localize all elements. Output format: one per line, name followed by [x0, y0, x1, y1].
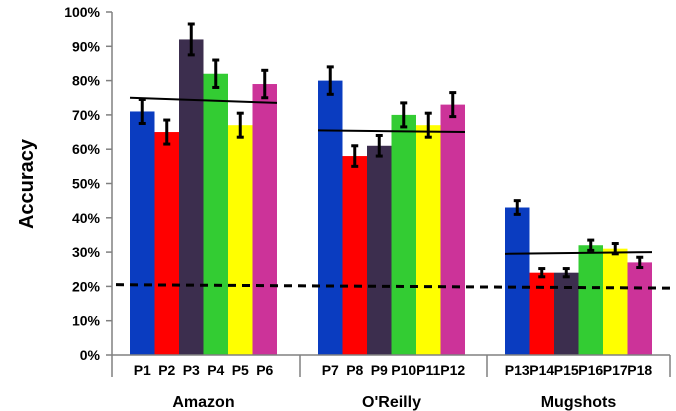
bar-p9 — [367, 145, 392, 355]
bar-p11 — [416, 125, 441, 355]
bar-p1 — [130, 111, 155, 355]
x-tick-label: P17 — [603, 362, 628, 378]
bar-p17 — [603, 248, 628, 355]
group-mean-lines — [129, 96, 653, 255]
bar-p7 — [318, 80, 343, 355]
y-tick-label: 30% — [72, 244, 101, 260]
x-tick-label: P13 — [505, 362, 530, 378]
y-axis-ticks: 0% 10% 20% 30% 40% 50% 60% 70% 80% 90% 100% — [64, 4, 112, 363]
bar-p10 — [391, 114, 416, 356]
bar-p15 — [554, 272, 579, 355]
bar-p2 — [154, 132, 179, 355]
group-label: Amazon — [172, 394, 234, 411]
bar-p6 — [252, 84, 277, 355]
x-tick-label: P6 — [256, 362, 273, 378]
x-tick-label: P7 — [322, 362, 339, 378]
y-tick-label: 20% — [72, 278, 101, 294]
bar-p18 — [627, 262, 652, 355]
y-tick-label: 50% — [72, 176, 101, 192]
x-tick-label: P16 — [578, 362, 603, 378]
y-tick-label: 100% — [64, 4, 100, 20]
bar-p16 — [578, 245, 603, 355]
bars — [130, 39, 652, 356]
x-tick-label: P14 — [529, 362, 554, 378]
x-tick-label: P11 — [416, 362, 440, 378]
y-tick-label: 40% — [72, 210, 101, 226]
y-tick-label: 10% — [72, 313, 101, 329]
y-tick-label: 90% — [72, 38, 101, 54]
group-mean-line — [317, 129, 466, 134]
y-axis-title: Accuracy — [16, 138, 38, 229]
group-label: O'Reilly — [362, 394, 421, 411]
x-tick-label: P5 — [232, 362, 249, 378]
x-tick-label: P4 — [207, 362, 224, 378]
x-tick-label: P12 — [440, 362, 465, 378]
x-tick-label: P10 — [391, 362, 416, 378]
group-label: Mugshots — [541, 394, 617, 411]
bar-p3 — [179, 39, 204, 355]
y-tick-label: 80% — [72, 73, 101, 89]
y-tick-label: 60% — [72, 141, 101, 157]
bar-p12 — [440, 104, 465, 355]
bar-p14 — [529, 272, 554, 355]
group-mean-line — [129, 96, 278, 104]
x-tick-label: P9 — [371, 362, 388, 378]
bar-p5 — [228, 125, 253, 355]
group-mean-line — [504, 251, 653, 255]
x-tick-label: P15 — [554, 362, 579, 378]
x-tick-label: P3 — [183, 362, 200, 378]
y-tick-label: 0% — [80, 347, 101, 363]
x-tick-label: P2 — [158, 362, 175, 378]
group-labels: Amazon O'Reilly Mugshots — [172, 394, 616, 411]
bar-p8 — [342, 156, 367, 355]
x-tick-label: P1 — [134, 362, 151, 378]
x-axis-labels: P1 P2 P3 P4 P5 P6 P7 P8 P9 P10 P11 P12 P13 P14 P15 P16 P… — [134, 362, 653, 378]
x-tick-label: P8 — [346, 362, 363, 378]
bar-p4 — [203, 73, 228, 356]
bar-p13 — [505, 207, 530, 355]
x-tick-label: P18 — [627, 362, 652, 378]
y-tick-label: 70% — [72, 107, 101, 123]
axes — [111, 12, 671, 377]
error-bars — [138, 22, 644, 279]
